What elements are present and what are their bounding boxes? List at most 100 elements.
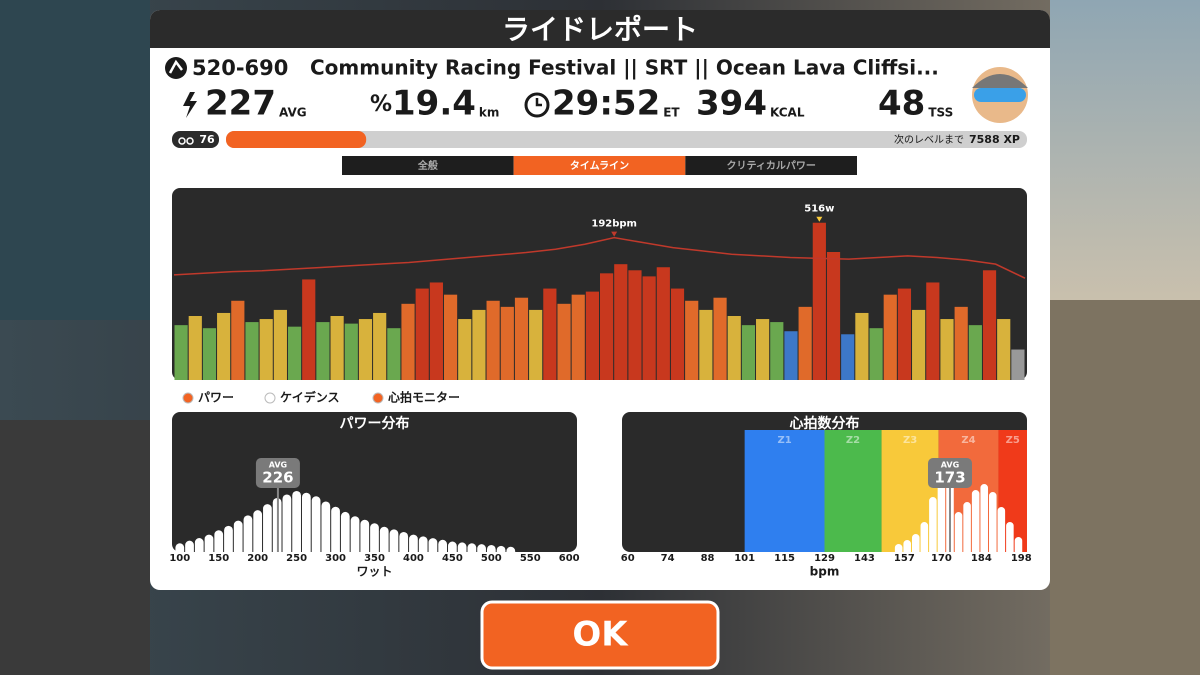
power-bar [656,267,670,380]
dist-bump [980,483,988,552]
ok-label[interactable]: OK [572,615,629,655]
bike-icon [178,137,186,145]
power-bar [912,309,926,380]
avg-badge [927,458,972,488]
dist-bump [263,504,272,552]
dist-bump [331,506,340,552]
power-bar [670,288,685,380]
dist-bump [1006,522,1014,552]
level: 76 [199,133,215,146]
power-peak-label: 516w [804,204,834,215]
avg-badge [255,458,300,488]
power-bar [217,312,231,380]
power-bar [883,294,897,380]
power-bar [727,316,741,380]
legend-dot[interactable] [372,392,384,404]
x-tick-label: 129 [814,553,835,564]
power-bar [926,282,940,380]
stat-unit: AVG [279,106,307,120]
x-tick-label: 101 [734,553,755,564]
legend-label[interactable]: パワー [198,391,234,405]
dist-bump [903,540,911,552]
tab-label[interactable]: タイムライン [570,160,629,172]
power-bar [358,319,373,380]
dist-bump [204,534,214,552]
power-bar [330,316,344,380]
dist-bump [311,496,321,552]
stat-value: 394 [696,84,767,124]
dist-bump [920,522,929,552]
power-bar [486,300,500,380]
power-bar [429,282,443,380]
x-tick-label: 198 [1011,553,1032,564]
x-tick-label: 600 [559,553,580,564]
power-bar [287,326,302,380]
power-bar [245,322,259,380]
dist-bump [467,543,477,552]
avg-value: 226 [262,469,293,487]
stat-unit: km [479,106,499,120]
distance-icon: % [370,92,392,117]
clock-icon [524,92,550,118]
ok-button[interactable] [480,600,720,670]
avg-label: AVG [269,461,287,470]
stat-unit: KCAL [770,106,805,120]
xp-next-label: 次のレベルまで [894,133,964,146]
zone-label: Z3 [903,435,917,446]
legend-dot[interactable] [182,392,194,404]
tab[interactable] [342,156,514,175]
dist-bump [997,506,1006,552]
power-distribution: パワー分布 100 150 200 250 300 350 400 450 500 550 600 ワッ… [169,415,579,579]
power-bar [741,325,756,380]
hr-peak-label: 192bpm [591,219,637,230]
power-bar [557,303,571,380]
legend-label[interactable]: 心拍モニター [388,390,460,405]
legend-label[interactable]: ケイデンス [280,390,340,405]
tab[interactable] [685,156,857,175]
power-bar [982,270,997,380]
power-bar [713,297,727,380]
background-building [0,0,150,320]
power-bar [529,309,543,380]
xp-progress [226,131,367,148]
power-bar [401,303,415,380]
power-bar [202,328,217,380]
x-tick-label: 115 [774,553,795,564]
dist-bump [243,515,253,552]
x-tick-label: 157 [894,553,915,564]
ride-id: 520-690 [192,56,288,80]
x-tick-label: 100 [169,553,190,564]
legend-dot[interactable] [264,392,276,404]
title: ライドレポート [502,13,698,46]
hr-zone [744,430,825,552]
power-bar [869,328,883,380]
tab-label[interactable]: 全般 [417,159,438,172]
dist-bump [253,510,263,552]
power-bar [812,222,826,380]
dist-bump [929,496,937,552]
power-bar [954,306,968,380]
x-tick-label: 74 [661,553,675,564]
power-bar [387,328,401,380]
power-bar [443,294,458,380]
dist-bump [389,529,399,552]
power-bar [770,322,784,380]
power-bar [231,300,245,380]
tab-label[interactable]: クリティカルパワー [726,160,815,172]
dist-bump [963,501,971,552]
event-name: Community Racing Festival || SRT || Ocea… [310,56,939,80]
power-bar [344,323,358,380]
power-bar [458,319,472,380]
avg-label: AVG [941,461,959,470]
stat-unit: TSS [928,106,953,120]
dist-bump [1014,537,1023,552]
power-bar [259,319,273,380]
power-bar [897,288,912,380]
power-bar [798,306,812,380]
background-road [0,420,150,675]
dist-bump [438,539,448,552]
power-bar [415,288,429,380]
dist-bump [321,501,331,552]
tab[interactable] [513,156,686,175]
